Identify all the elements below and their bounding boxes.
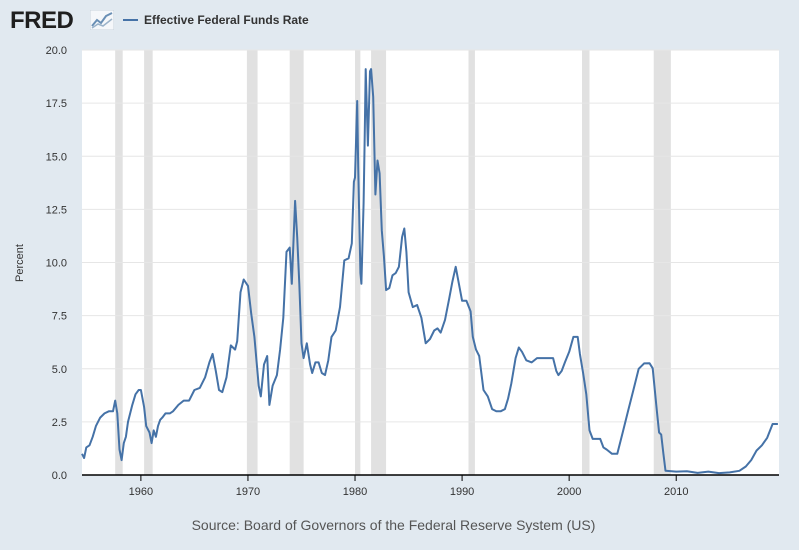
line-chart: 0.0 2.5 5.0 7.5 10.0 12.5 15.0 17.5 20.0 1960 197…: [46, 45, 779, 498]
y-tick-label: 2.5: [52, 417, 67, 429]
fred-chart-icon: [90, 10, 114, 30]
x-tick-label: 2000: [557, 486, 581, 498]
fred-logo[interactable]: FRED: [10, 7, 74, 34]
y-tick-label: 15.0: [46, 151, 67, 163]
gridlines: [82, 49, 779, 423]
y-tick-label: 10.0: [46, 258, 67, 270]
x-tick-label: 1960: [129, 486, 153, 498]
legend-swatch: [123, 19, 138, 21]
y-tick-label: 20.0: [46, 45, 67, 57]
series-line-effective-federal-funds-rate: [81, 68, 778, 475]
y-tick-label: 5.0: [52, 364, 67, 376]
legend: Effective Federal Funds Rate: [123, 13, 309, 27]
chart-header: FRED Effective Federal Funds Rate: [0, 0, 799, 42]
x-tick-label: 1980: [343, 486, 367, 498]
y-tick-label: 7.5: [52, 311, 67, 323]
source-note: Source: Board of Governors of the Federa…: [191, 517, 596, 533]
x-tick-label: 2010: [664, 486, 688, 498]
x-tick-label: 1970: [236, 486, 260, 498]
y-axis-ticks: 0.0 2.5 5.0 7.5 10.0 12.5 15.0 17.5 20.0: [46, 45, 67, 482]
x-tick-label: 1990: [450, 486, 474, 498]
legend-label: Effective Federal Funds Rate: [144, 13, 309, 27]
y-tick-label: 12.5: [46, 204, 67, 216]
y-tick-label: 17.5: [46, 98, 67, 110]
x-axis-ticks: 1960 1970 1980 1990 2000 2010: [129, 475, 688, 498]
y-tick-label: 0.0: [52, 470, 67, 482]
